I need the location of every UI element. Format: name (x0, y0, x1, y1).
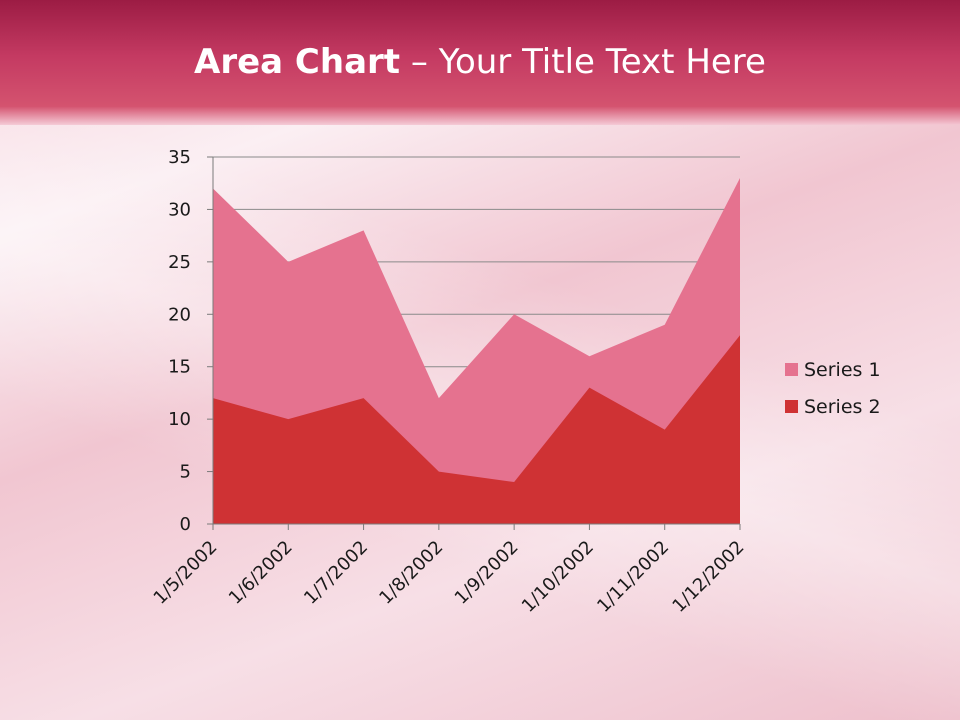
area-series-2 (213, 335, 740, 524)
legend-swatch-series-1 (785, 363, 798, 376)
x-tick-label: 1/12/2002 (668, 537, 748, 617)
y-tick-label: 10 (168, 409, 191, 430)
x-tick-label: 1/5/2002 (150, 537, 222, 609)
y-tick-label: 20 (168, 304, 191, 325)
x-tick-label: 1/10/2002 (518, 537, 598, 617)
y-tick-label: 30 (168, 199, 191, 220)
slide-title: Area Chart – Your Title Text Here (0, 38, 960, 86)
x-tick-label: 1/8/2002 (375, 537, 447, 609)
y-tick-label: 15 (168, 357, 191, 378)
legend-label-series-1: Series 1 (804, 359, 881, 381)
title-banner: Area Chart – Your Title Text Here (0, 0, 960, 125)
legend-label-series-2: Series 2 (804, 396, 881, 418)
x-tick-label: 1/11/2002 (593, 537, 673, 617)
x-tick-label: 1/6/2002 (225, 537, 297, 609)
y-tick-label: 35 (168, 147, 191, 168)
legend-swatch-series-2 (785, 400, 798, 413)
x-tick-label: 1/7/2002 (300, 537, 372, 609)
x-tick-label: 1/9/2002 (451, 537, 523, 609)
y-tick-label: 5 (180, 462, 191, 483)
slide-title-bold: Area Chart (194, 42, 401, 82)
y-tick-label: 25 (168, 252, 191, 273)
slide-title-dash: – (400, 42, 439, 82)
y-tick-label: 0 (180, 514, 191, 535)
slide-title-rest: Your Title Text Here (438, 42, 766, 82)
